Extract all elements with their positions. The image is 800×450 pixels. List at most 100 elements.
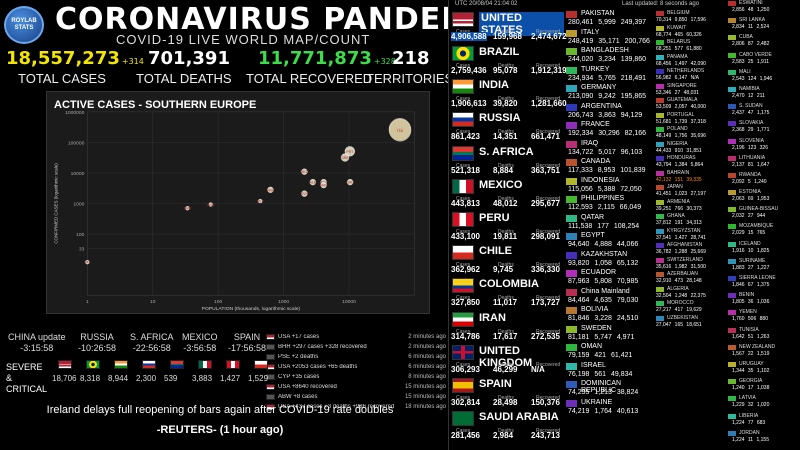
y-tick-label: 33 [79,247,85,253]
country-stats-panel [448,0,800,450]
country-name: YEMEN [739,309,757,316]
stat-values: 74,295 1,213 38,824 [568,389,639,396]
stat-values: 84,464 4,635 79,030 [568,296,639,304]
country-flag-icon [254,360,268,369]
column-header: Recovered [536,29,561,35]
country-flag-icon [728,276,736,281]
chart-title: ACTIVE CASES - SOUTHERN EUROPE [54,99,257,111]
news-item: PSE +2 deaths 6 minutes ago [266,352,446,362]
total-deaths-value: 701,391 [148,48,230,69]
country-flag-icon [728,344,736,350]
stat-values: 2,583 25 1,911 [732,58,769,65]
country-row: ICELAND 1,916 10 1,825 [728,241,800,258]
stat-values: 87,963 5,808 70,985 [568,278,639,285]
country-row: DOMINICAN REPUBLIC 74,295 1,213 38,824 [566,380,654,399]
country-name: BENIN [739,292,755,299]
news-time: 8 minutes ago [408,374,446,380]
stat-values: 1,224 77 683 [732,419,766,426]
country-flag-icon [566,251,577,259]
country-row: ECUADOR 87,963 5,808 70,985 [566,269,654,288]
news-time: 6 minutes ago [408,364,446,370]
column-header: Deaths [498,129,514,136]
country-row: NIGERIA 44,433 910 31,851 [656,141,738,156]
country-name: ICELAND [739,240,761,247]
stat-values: 234,934 5,765 218,491 [568,74,647,82]
country-flag-icon [656,54,664,60]
data-point-label: SMR [184,207,192,211]
country-flag-icon [266,404,275,410]
territories-label: TERRITORIES [366,71,454,86]
column-header: Cases [456,129,471,136]
country-flag-icon [656,170,664,176]
stat-value: 336,330 [531,265,560,275]
stat-value: 159,968 [493,32,522,41]
news-text: USA +17 cases [278,334,320,340]
stat-value: 19,811 [493,231,518,241]
logo-text: ROYLAB STATS [11,18,37,31]
country-name: ARMENIA [667,198,690,205]
country-row: IRAN Cases 314,786 Deaths 17,617 Recovered 272… [451,311,564,345]
country-flag-icon [566,159,577,166]
country-flag-icon [566,11,577,18]
column-header: Deaths [498,195,514,202]
country-flag-icon [266,394,275,400]
x-tick-label: 1000 [278,299,289,305]
country-flag-icon [566,29,577,37]
data-point-label: ALB [310,181,317,185]
country-row: GUINEA-BISSAU 2,032 27 944 [728,206,800,223]
stat-values: 81,846 3,228 24,510 [568,315,639,322]
country-name: SAUDI ARABIA [479,411,559,424]
data-point [85,260,90,265]
country-flag-icon [728,52,736,58]
news-text: CYP +35 cases [278,374,320,380]
country-flag-icon [58,360,72,369]
country-name: EGYPT [581,232,605,239]
country-flag-icon [728,413,736,419]
data-point-label: MLT [257,200,265,204]
stat-values: 76,198 561 49,834 [568,370,633,378]
total-recovered-label: TOTAL RECOVERED [246,71,373,86]
country-flag-icon [728,1,736,6]
country-name: IRAQ [581,139,599,147]
country-name: GERMANY [581,84,617,91]
news-item: USA +8640 recovered 15 minutes ago [266,382,446,392]
stat-values: 2,470 12 211 [732,92,765,99]
country-name: TURKEY [581,65,610,73]
country-name: RWANDA [739,171,761,178]
data-point [208,202,213,207]
country-name: URUGUAY [739,360,764,367]
column-header: Deaths [498,162,514,169]
stat-values: 41,451 1,023 27,197 [656,191,706,197]
data-point [267,186,274,193]
stat-values: 1,883 27 1,227 [732,264,770,271]
country-row: PORTUGAL 51,681 1,739 37,318 [656,112,738,127]
stat-value: 295,677 [531,198,560,208]
update-country: SPAIN [233,332,261,342]
stat-value: 9,745 [493,265,514,275]
news-text: USA +437 cases +3 deaths +986 recovered [278,404,395,410]
country-flag-icon [728,379,736,385]
country-name: PHILIPPINES [581,195,625,202]
data-point-label: PRT [346,150,354,154]
column-header: Cases [456,328,471,335]
country-name: OMAN [581,343,602,350]
column-header: Cases [456,361,471,368]
country-row: NAMIBIA 2,470 12 211 [728,86,800,103]
update-timer: RUSSIA -10:26:58 [78,332,116,354]
country-flag-icon [656,228,664,234]
country-flag-icon [656,156,664,161]
country-row: EGYPT 94,640 4,888 44,066 [566,232,654,251]
country-name: UKRAINE [581,398,613,406]
country-row: SAUDI ARABIA Cases 281,456 Deaths 2,984 Recov… [451,411,564,444]
column-header: Cases [456,162,471,169]
country-name: BRAZIL [479,46,520,58]
x-tick-label: 1 [86,299,89,305]
country-row: PANAMA 68,456 1,497 42,090 [656,54,738,69]
country-row: ARMENIA 39,251 766 30,373 [656,199,738,214]
country-flag-icon [656,185,664,190]
column-header: Recovered [536,328,561,335]
country-row: JAPAN 41,451 1,023 27,197 [656,184,738,199]
country-name: JORDAN [739,429,760,436]
country-name: TUNISIA [739,326,759,333]
